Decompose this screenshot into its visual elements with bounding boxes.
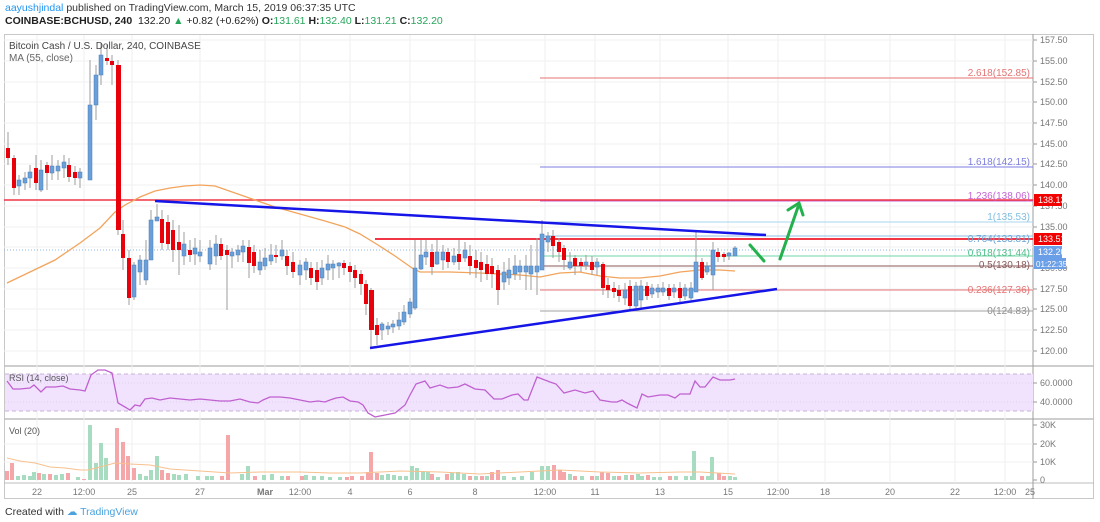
svg-text:1.236(138.06): 1.236(138.06): [968, 191, 1030, 202]
svg-text:120.00: 120.00: [1040, 346, 1068, 356]
candlesticks: [6, 43, 738, 348]
svg-text:0.764(133.81): 0.764(133.81): [968, 234, 1030, 245]
svg-text:22: 22: [950, 487, 960, 497]
open-label: O:: [261, 15, 274, 27]
svg-text:1.618(142.15): 1.618(142.15): [968, 157, 1030, 168]
svg-text:133.51: 133.51: [1038, 234, 1066, 244]
fibonacci-retracement[interactable]: [540, 77, 1033, 312]
forecast-arrow: [748, 200, 805, 263]
low-label: L:: [354, 15, 365, 27]
svg-text:40.0000: 40.0000: [1040, 397, 1073, 407]
svg-text:1(135.53): 1(135.53): [987, 212, 1030, 223]
svg-text:147.50: 147.50: [1040, 118, 1068, 128]
svg-text:157.50: 157.50: [1040, 35, 1068, 45]
svg-text:152.50: 152.50: [1040, 77, 1068, 87]
rsi-legend: RSI (14, close): [9, 373, 69, 383]
svg-text:155.00: 155.00: [1040, 56, 1068, 66]
svg-text:10K: 10K: [1040, 457, 1056, 467]
last-price: 132.20: [138, 15, 171, 27]
close-value: 132.20: [410, 15, 443, 27]
symbol-info: COINBASE:BCHUSD, 240 132.20 ▲ +0.82 (+0.…: [5, 15, 443, 27]
svg-text:150.00: 150.00: [1040, 97, 1068, 107]
rsi-axis: 60.0000 40.0000: [1033, 378, 1073, 407]
low-value: 131.21: [364, 15, 397, 27]
footer: Created with ☁ TradingView: [5, 506, 138, 518]
horizontal-grid: [4, 39, 1033, 463]
symbol: COINBASE:BCHUSD, 240: [5, 15, 133, 27]
svg-text:12:00: 12:00: [534, 487, 557, 497]
chart-title: Bitcoin Cash / U.S. Dollar, 240, COINBAS…: [9, 41, 201, 52]
tradingview-link[interactable]: TradingView: [80, 506, 138, 518]
publish-info: aayushjindal published on TradingView.co…: [5, 2, 356, 14]
tradingview-logo-icon: ☁: [66, 506, 78, 518]
open-value: 131.61: [273, 15, 306, 27]
svg-text:20K: 20K: [1040, 439, 1056, 449]
vol-axis: 30K 20K 10K 0: [1033, 420, 1056, 485]
svg-text:20: 20: [885, 487, 895, 497]
svg-text:122.50: 122.50: [1040, 325, 1068, 335]
svg-text:22: 22: [32, 487, 42, 497]
svg-text:12:00: 12:00: [73, 487, 96, 497]
chart-frame: [4, 34, 1094, 499]
svg-text:Mar: Mar: [257, 487, 274, 497]
svg-text:30K: 30K: [1040, 420, 1056, 430]
svg-text:27: 27: [195, 487, 205, 497]
svg-text:11: 11: [590, 487, 599, 497]
price-change: +0.82 (+0.62%): [186, 15, 259, 27]
svg-text:132.20: 132.20: [1038, 247, 1066, 257]
high-value: 132.40: [319, 15, 352, 27]
svg-text:12:00: 12:00: [767, 487, 790, 497]
svg-text:18: 18: [820, 487, 830, 497]
svg-text:0.5(130.18): 0.5(130.18): [979, 260, 1030, 271]
volume-bars: [5, 425, 737, 480]
svg-text:0: 0: [1040, 475, 1045, 485]
svg-text:142.50: 142.50: [1040, 159, 1068, 169]
svg-text:01:22:35: 01:22:35: [1036, 260, 1068, 269]
lower-trendline[interactable]: [369, 287, 778, 350]
svg-text:0.618(131.44): 0.618(131.44): [968, 248, 1030, 259]
svg-text:0.236(127.36): 0.236(127.36): [968, 285, 1030, 296]
high-label: H:: [308, 15, 320, 27]
svg-text:0(124.83): 0(124.83): [987, 306, 1030, 317]
svg-text:127.50: 127.50: [1040, 284, 1068, 294]
svg-text:13: 13: [655, 487, 665, 497]
svg-text:138.13: 138.13: [1038, 195, 1066, 205]
up-arrow-icon: ▲: [173, 15, 184, 27]
fib-labels: 2.618(152.85) 1.618(142.15) 1.236(138.06…: [968, 68, 1030, 317]
vol-legend: Vol (20): [9, 426, 40, 436]
publisher-link[interactable]: aayushjindal: [5, 2, 64, 14]
svg-text:140.00: 140.00: [1040, 180, 1068, 190]
ma-line: [6, 184, 736, 284]
svg-text:2.618(152.85): 2.618(152.85): [968, 68, 1030, 79]
svg-text:145.00: 145.00: [1040, 139, 1068, 149]
ma-legend: MA (55, close): [9, 53, 73, 64]
svg-text:25: 25: [1025, 487, 1035, 497]
created-with-text: Created with: [5, 506, 64, 518]
svg-text:60.0000: 60.0000: [1040, 378, 1073, 388]
svg-text:6: 6: [407, 487, 412, 497]
rsi-panel: [5, 369, 1033, 418]
svg-text:12:00: 12:00: [289, 487, 312, 497]
upper-trendline[interactable]: [154, 199, 767, 237]
svg-text:125.00: 125.00: [1040, 304, 1068, 314]
time-axis[interactable]: 22 12:00 25 27 Mar 12:00 4 6 8 12:00 11 …: [32, 487, 1035, 497]
svg-text:15: 15: [723, 487, 733, 497]
svg-text:4: 4: [347, 487, 352, 497]
price-tags: 138.13 133.51 132.20 01:22:35: [1034, 194, 1068, 269]
svg-text:135.00: 135.00: [1040, 222, 1068, 232]
close-label: C:: [399, 15, 411, 27]
publish-text: published on TradingView.com, March 15, …: [66, 2, 356, 14]
svg-text:8: 8: [472, 487, 477, 497]
svg-text:25: 25: [127, 487, 137, 497]
svg-text:12:00: 12:00: [994, 487, 1017, 497]
